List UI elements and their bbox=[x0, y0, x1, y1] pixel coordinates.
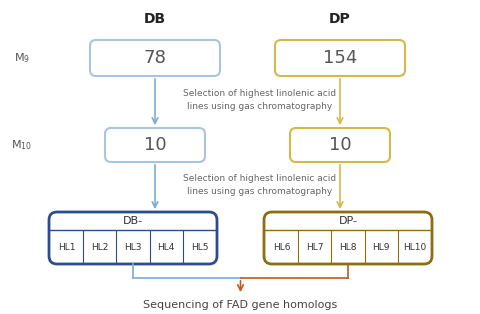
Text: 10: 10 bbox=[329, 136, 351, 154]
Text: M$_{10}$: M$_{10}$ bbox=[12, 138, 33, 152]
Text: HL3: HL3 bbox=[124, 242, 142, 252]
Text: HL5: HL5 bbox=[191, 242, 208, 252]
Text: HL2: HL2 bbox=[91, 242, 108, 252]
Text: DP: DP bbox=[329, 12, 351, 26]
Text: HL9: HL9 bbox=[372, 242, 390, 252]
FancyBboxPatch shape bbox=[290, 128, 390, 162]
Text: HL7: HL7 bbox=[306, 242, 324, 252]
Text: 78: 78 bbox=[144, 49, 167, 67]
Text: DB: DB bbox=[144, 12, 166, 26]
Text: HL10: HL10 bbox=[403, 242, 426, 252]
Text: HL6: HL6 bbox=[273, 242, 290, 252]
Text: DB-: DB- bbox=[123, 216, 143, 226]
FancyBboxPatch shape bbox=[264, 212, 432, 264]
Text: Sequencing of FAD gene homologs: Sequencing of FAD gene homologs bbox=[144, 300, 337, 310]
Text: HL1: HL1 bbox=[58, 242, 75, 252]
FancyBboxPatch shape bbox=[105, 128, 205, 162]
FancyBboxPatch shape bbox=[49, 212, 217, 264]
Text: Selection of highest linolenic acid
lines using gas chromatography: Selection of highest linolenic acid line… bbox=[183, 89, 336, 111]
FancyBboxPatch shape bbox=[275, 40, 405, 76]
Text: 154: 154 bbox=[323, 49, 357, 67]
FancyBboxPatch shape bbox=[90, 40, 220, 76]
Text: 10: 10 bbox=[144, 136, 166, 154]
Text: HL4: HL4 bbox=[157, 242, 175, 252]
Text: M$_9$: M$_9$ bbox=[14, 51, 30, 65]
Text: DP-: DP- bbox=[338, 216, 358, 226]
Text: Selection of highest linolenic acid
lines using gas chromatography: Selection of highest linolenic acid line… bbox=[183, 174, 336, 196]
Text: HL8: HL8 bbox=[339, 242, 357, 252]
